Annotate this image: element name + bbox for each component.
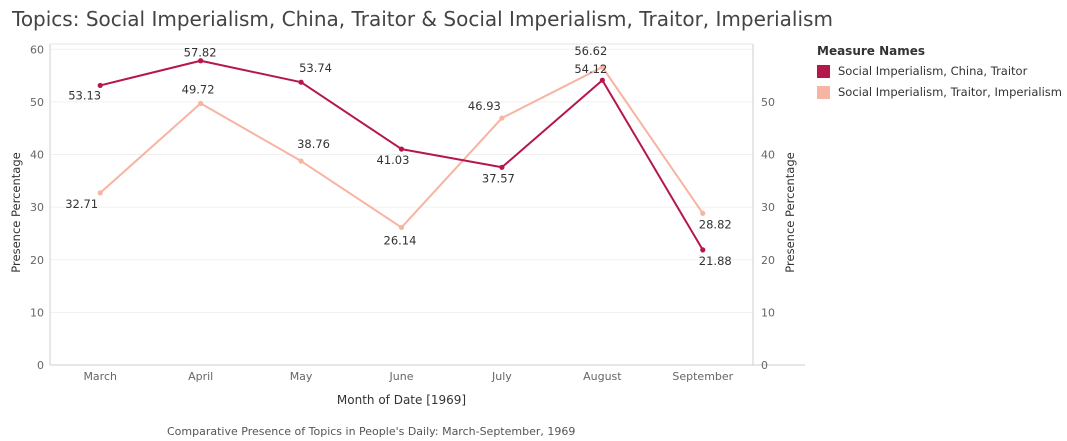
y2-tick-label: 0 [761,359,768,372]
data-label-series-2: 56.62 [574,44,607,58]
x-tick-label: July [491,370,512,383]
x-axis-title: Month of Date [1969] [337,393,466,407]
y2-tick-label: 20 [761,254,775,267]
x-tick-label: March [83,370,117,383]
data-point-series-1 [97,82,103,89]
data-label-series-2: 32.71 [65,197,98,211]
legend-label-series-2: Social Imperialism, Traitor, Imperialism [838,85,1062,99]
data-point-series-1 [499,164,505,170]
data-point-series-1 [298,79,304,85]
y-axis-title: Presence Percentage [9,152,23,272]
data-label-series-2: 28.82 [699,217,732,231]
legend: Measure Names Social Imperialism, China,… [817,44,1062,106]
y-tick-label: 60 [30,43,44,56]
data-point-series-2 [398,224,405,231]
data-label-series-1: 54.12 [574,62,607,76]
data-label-series-1: 57.82 [184,46,217,60]
legend-swatch-series-1 [817,64,830,78]
data-label-series-1: 41.03 [377,153,410,167]
legend-item-series-1[interactable]: Social Imperialism, China, Traitor [817,64,1062,78]
chart-caption: Comparative Presence of Topics in People… [167,425,576,438]
y2-axis-title: Presence Percentage [783,152,797,272]
data-point-series-1 [599,77,605,83]
data-label-series-1: 21.88 [699,254,732,268]
data-label-series-2: 38.76 [297,137,330,151]
data-point-series-2 [198,100,204,106]
data-label-series-2: 26.14 [384,233,417,247]
y-tick-label: 30 [30,201,44,214]
data-point-series-2 [298,158,304,164]
data-label-series-1: 53.74 [299,61,332,75]
y-tick-label: 50 [30,96,44,109]
data-label-series-2: 49.72 [182,82,215,96]
y-tick-label: 0 [37,359,44,372]
y-tick-label: 40 [30,149,44,162]
chart-title: Topics: Social Imperialism, China, Trait… [12,7,833,31]
x-tick-label: August [583,370,622,383]
x-tick-label: June [389,370,414,383]
data-point-series-2 [700,210,706,216]
data-point-series-1 [398,146,405,152]
legend-swatch-series-2 [817,85,830,99]
data-point-series-2 [499,115,505,121]
data-label-series-1: 53.13 [68,88,101,102]
y-tick-label: 20 [30,254,44,267]
data-point-series-2 [97,190,103,196]
x-tick-label: May [290,370,313,383]
data-point-series-1 [198,58,204,64]
y2-tick-label: 50 [761,96,775,109]
x-tick-label: April [188,370,213,383]
data-label-series-1: 37.57 [482,171,515,185]
legend-item-series-2[interactable]: Social Imperialism, Traitor, Imperialism [817,85,1062,99]
y-tick-label: 10 [30,306,44,319]
y2-tick-label: 10 [761,306,775,319]
data-point-series-1 [700,247,706,253]
data-point-series-2 [599,64,605,70]
data-label-series-2: 46.93 [468,99,501,113]
legend-title: Measure Names [817,44,926,58]
y2-tick-label: 40 [761,149,775,162]
y2-tick-label: 30 [761,201,775,214]
x-tick-label: September [672,370,733,383]
legend-label-series-1: Social Imperialism, China, Traitor [838,64,1028,78]
